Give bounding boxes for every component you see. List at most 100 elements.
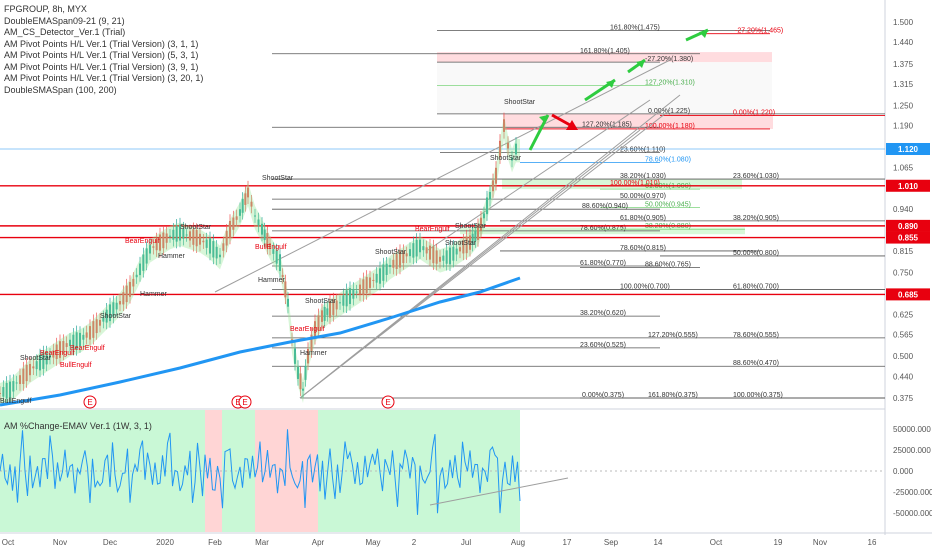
price-tag-label: 0.855 <box>898 234 919 243</box>
candles <box>0 112 517 406</box>
candle-body <box>145 248 148 264</box>
candle-body <box>175 225 178 242</box>
candle-body <box>355 291 358 293</box>
candle-body <box>425 247 428 254</box>
pattern-label: ShootStar <box>180 224 212 231</box>
candle-body <box>429 245 431 260</box>
pattern-label: BearEngulf <box>290 326 325 333</box>
candle-body <box>169 235 171 237</box>
candle-body <box>202 240 205 243</box>
fib-label: 23.60%(0.525) <box>580 342 626 349</box>
candle-body <box>19 375 21 385</box>
candle-body <box>455 248 458 255</box>
candle-body <box>263 229 266 241</box>
red-arrow-head <box>566 120 578 130</box>
candle-body <box>483 213 485 219</box>
candle-body <box>405 253 408 257</box>
sub-y-tick-label: -50000.000 <box>893 509 932 518</box>
indicator-2[interactable]: AM_CS_Detector_Ver.1 (Trial) <box>4 27 126 37</box>
candle-body <box>82 334 85 340</box>
indicator-5[interactable]: AM Pivot Points H/L Ver.1 (Trial Version… <box>4 61 199 72</box>
candle-body <box>199 233 201 245</box>
pattern-label: BearEngulf <box>70 345 105 352</box>
fib-label: 0.00%(0.375) <box>582 392 624 399</box>
candle-body <box>275 250 278 264</box>
pattern-label: ShootStar <box>504 99 536 106</box>
candle-body <box>99 319 101 326</box>
candle-body <box>477 225 479 240</box>
candle-body <box>105 309 108 323</box>
price-tag <box>886 231 930 244</box>
candle-body <box>310 334 313 352</box>
sub-y-tick-label: -25000.000 <box>893 488 932 497</box>
candle-body <box>439 256 441 262</box>
indicator-legend: FPGROUP, 8h, MYX DoubleEMASpan09-21 (9, … <box>4 4 203 96</box>
sub-indicator-legend[interactable]: AM %Change-EMAV Ver.1 (1W, 3, 1) <box>4 421 152 431</box>
candle-body <box>9 381 11 398</box>
candle-body <box>326 308 329 315</box>
candle-body <box>287 298 289 307</box>
candle-body <box>142 254 145 271</box>
candle-body <box>345 290 348 307</box>
candle-body <box>385 263 388 275</box>
candle-body <box>375 273 378 283</box>
indicator-7[interactable]: DoubleSMASpan (100, 200) <box>4 84 117 95</box>
candle-body <box>297 366 299 379</box>
price-tag <box>886 179 930 192</box>
candle-body <box>179 224 181 241</box>
candle-body <box>272 249 275 254</box>
candle-body <box>291 339 293 341</box>
candle-body <box>362 279 365 296</box>
y-tick-label: 1.440 <box>893 38 914 47</box>
price-tag <box>886 143 930 156</box>
chart-title[interactable]: FPGROUP, 8h, MYX <box>4 4 87 14</box>
fib-label: 61.80%(0.700) <box>733 283 779 290</box>
y-tick-label: 0.565 <box>893 330 914 339</box>
candle-body <box>232 217 235 230</box>
candle-body <box>389 264 391 268</box>
fib-label: 88.60%(0.765) <box>645 262 691 269</box>
candle-body <box>172 229 175 240</box>
green-arrow-head <box>636 60 645 68</box>
pattern-label: BullEngulf <box>0 398 32 405</box>
pattern-label: Hammer <box>158 253 186 260</box>
candle-body <box>52 350 55 358</box>
candle-body <box>185 234 188 236</box>
fib-label: -27.20%(1.465) <box>735 28 783 35</box>
candle-body <box>215 246 218 259</box>
trend-line <box>427 99 651 251</box>
indicator-3[interactable]: AM Pivot Points H/L Ver.1 (Trial Version… <box>4 38 199 49</box>
candle-body <box>219 254 221 258</box>
candle-body <box>247 187 249 198</box>
pattern-label: ShootStar <box>20 355 52 362</box>
pattern-label: ShootStar <box>490 155 522 162</box>
fib-label: 61.80%(1.000) <box>645 183 691 190</box>
trend-line <box>214 59 671 293</box>
candle-body <box>339 302 341 304</box>
candle-body <box>412 243 415 258</box>
indicator-4[interactable]: AM Pivot Points H/L Ver.1 (Trial Version… <box>4 50 199 60</box>
candle-body <box>432 246 435 264</box>
indicator-6[interactable]: AM Pivot Points H/L Ver.1 (Trial Version… <box>4 73 204 83</box>
indicator-1[interactable]: DoubleEMASpan09-21 (9, 21) <box>4 15 125 26</box>
candle-body <box>307 348 309 364</box>
candle-body <box>155 239 158 251</box>
fib-label: 127.20%(1.185) <box>582 121 632 128</box>
candle-body <box>459 247 461 252</box>
candle-body <box>495 167 497 184</box>
x-tick-label: 16 <box>868 538 877 547</box>
y-tick-label: 1.065 <box>893 163 914 172</box>
candle-body <box>469 235 471 250</box>
candle-body <box>32 366 35 369</box>
pattern-label: ShootStar <box>100 313 132 320</box>
sub-y-tick-label: 25000.000 <box>893 446 931 455</box>
candle-body <box>132 278 135 287</box>
fib-label: 61.80%(0.905) <box>620 215 666 222</box>
red-arrow <box>551 113 571 127</box>
candle-body <box>42 352 45 369</box>
candle-body <box>229 220 231 238</box>
y-tick-label: 0.940 <box>893 205 914 214</box>
earnings-marker <box>83 395 97 409</box>
candle-body <box>0 392 1 394</box>
